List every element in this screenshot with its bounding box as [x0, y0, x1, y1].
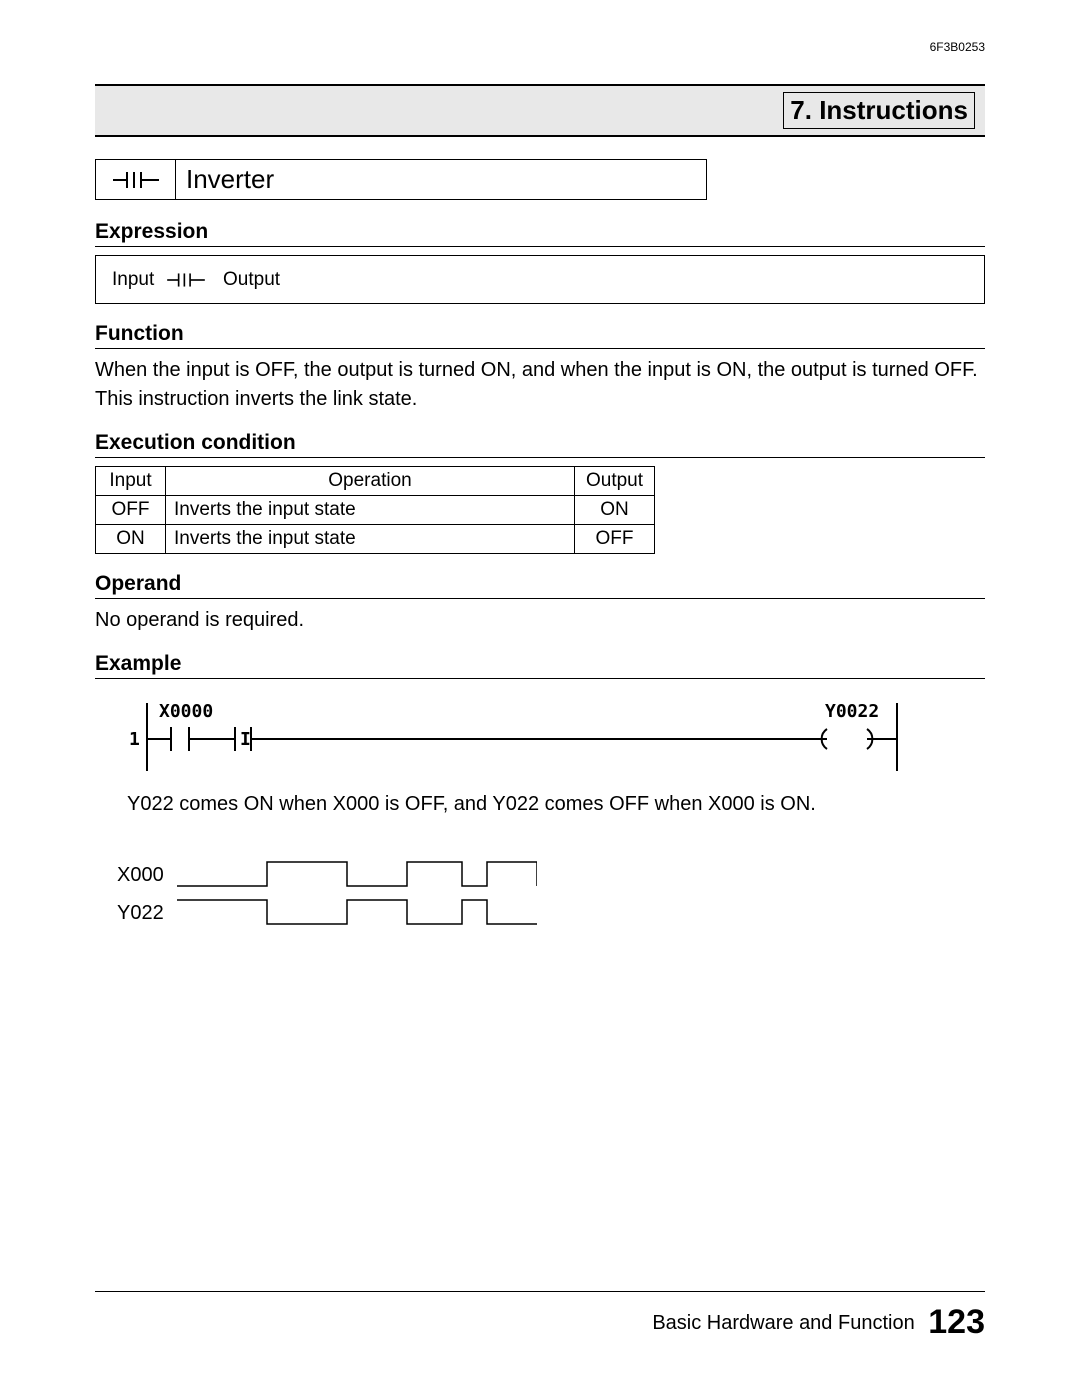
timing-diagram: X000 Y022 — [117, 856, 985, 926]
chapter-header-bar: 7. Instructions — [95, 84, 985, 137]
function-body: When the input is OFF, the output is tur… — [95, 357, 985, 413]
timing-chart-y022 — [177, 894, 537, 926]
ladder-contact-label-svg: X0000 — [159, 701, 213, 722]
expression-output-label: Output — [223, 269, 280, 290]
ladder-coil-label-svg: Y0022 — [825, 701, 879, 722]
exec-cell: Inverts the input state — [166, 525, 575, 554]
example-caption: Y022 comes ON when X000 is OFF, and Y022… — [127, 791, 985, 818]
exec-col-output: Output — [575, 467, 655, 496]
exec-cell: ON — [96, 525, 166, 554]
page-footer: Basic Hardware and Function 123 — [652, 1303, 985, 1342]
expression-box: Input Output — [95, 255, 985, 304]
inverter-symbol-icon — [96, 160, 176, 199]
function-p2: This instruction inverts the link state. — [95, 386, 985, 413]
timing-chart-x000 — [177, 856, 537, 888]
ladder-rung-number-svg: 1 — [129, 729, 140, 750]
chapter-title: 7. Instructions — [783, 92, 975, 129]
timing-label-x000: X000 — [117, 864, 177, 888]
exec-col-input: Input — [96, 467, 166, 496]
exec-col-operation: Operation — [166, 467, 575, 496]
operand-heading: Operand — [95, 572, 985, 599]
execution-table: Input Operation Output OFF Inverts the i… — [95, 466, 655, 554]
ladder-diagram: I X0000 Y0022 1 — [95, 693, 985, 773]
footer-text: Basic Hardware and Function — [652, 1312, 914, 1334]
inverter-inline-icon — [160, 268, 223, 290]
table-row: ON Inverts the input state OFF — [96, 525, 655, 554]
document-id: 6F3B0253 — [95, 40, 985, 54]
exec-cell: Inverts the input state — [166, 496, 575, 525]
timing-label-y022: Y022 — [117, 902, 177, 926]
table-row: Input Operation Output — [96, 467, 655, 496]
footer-rule — [95, 1291, 985, 1292]
exec-cell: ON — [575, 496, 655, 525]
svg-text:I: I — [240, 729, 251, 750]
operand-body: No operand is required. — [95, 607, 985, 634]
table-row: OFF Inverts the input state ON — [96, 496, 655, 525]
exec-cell: OFF — [575, 525, 655, 554]
example-heading: Example — [95, 652, 985, 679]
function-heading: Function — [95, 322, 985, 349]
expression-heading: Expression — [95, 220, 985, 247]
page-number: 123 — [928, 1303, 985, 1341]
instruction-name: Inverter — [176, 160, 284, 199]
exec-cell: OFF — [96, 496, 166, 525]
instruction-title-row: Inverter — [95, 159, 707, 200]
function-p1: When the input is OFF, the output is tur… — [95, 357, 985, 384]
expression-input-label: Input — [112, 269, 154, 290]
exec-heading: Execution condition — [95, 431, 985, 458]
